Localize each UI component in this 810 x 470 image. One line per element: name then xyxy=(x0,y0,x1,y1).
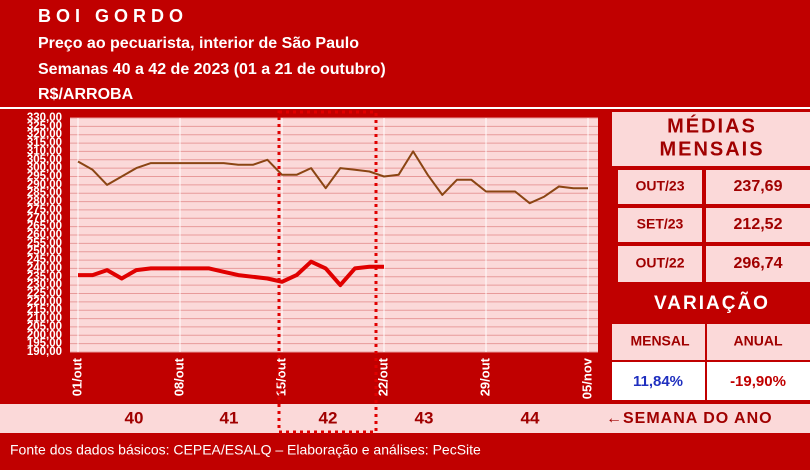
row-value: 212,52 xyxy=(734,216,783,233)
y-tick-label: 305,00 xyxy=(27,154,62,166)
row-value: 237,69 xyxy=(734,178,783,195)
y-tick-label: 285,00 xyxy=(27,187,62,199)
y-tick-label: 195,00 xyxy=(27,338,62,350)
y-tick-label: 215,00 xyxy=(27,304,62,316)
row-label: OUT/23 xyxy=(635,178,684,194)
variation-title: VARIAÇÃO xyxy=(654,292,770,314)
y-tick-label: 230,00 xyxy=(27,279,62,291)
week-label: 44 xyxy=(521,408,540,427)
subtitle: Preço ao pecuarista, interior de São Pau… xyxy=(38,35,359,52)
row-label: OUT/22 xyxy=(635,255,684,271)
period: Semanas 40 a 42 de 2023 (01 a 21 de outu… xyxy=(38,61,386,78)
row-value: 296,74 xyxy=(734,255,783,272)
y-tick-label: 310,00 xyxy=(27,145,62,157)
week-label: 42 xyxy=(319,408,338,427)
x-tick-label: 22/out xyxy=(375,357,390,396)
y-tick-label: 295,00 xyxy=(27,171,62,183)
y-tick-label: 255,00 xyxy=(27,237,62,249)
panel-title: MÉDIAS xyxy=(667,114,757,137)
y-tick-label: 320,00 xyxy=(27,129,62,141)
unit: R$/ARROBA xyxy=(38,86,134,103)
y-tick-label: 220,00 xyxy=(27,296,62,308)
y-tick-label: 210,00 xyxy=(27,313,62,325)
y-tick-label: 190,00 xyxy=(27,346,62,358)
series-line xyxy=(78,259,384,288)
y-tick-label: 260,00 xyxy=(27,229,62,241)
week-label: 40 xyxy=(125,408,144,427)
panel-title: MENSAIS xyxy=(659,138,764,160)
week-band xyxy=(0,404,810,433)
row-label: SET/23 xyxy=(637,216,684,232)
series-line xyxy=(77,150,588,205)
monthly-change: 11,84% xyxy=(633,373,683,390)
y-tick-label: 325,00 xyxy=(27,120,62,132)
column-label: MENSAL xyxy=(630,333,690,349)
week-label: 43 xyxy=(415,408,434,427)
y-tick-label: 270,00 xyxy=(27,212,62,224)
y-tick-label: 245,00 xyxy=(27,254,62,266)
y-tick-label: 205,00 xyxy=(27,321,62,333)
y-tick-label: 225,00 xyxy=(27,288,62,300)
y-tick-label: 275,00 xyxy=(27,204,62,216)
y-tick-label: 200,00 xyxy=(27,329,62,341)
y-tick-label: 315,00 xyxy=(27,137,62,149)
y-tick-label: 290,00 xyxy=(27,179,62,191)
week-caption: ←SEMANA DO ANO xyxy=(606,410,773,427)
highlight-box xyxy=(277,110,378,434)
y-tick-label: 300,00 xyxy=(27,162,62,174)
x-tick-label: 29/out xyxy=(477,357,492,396)
column-label: ANUAL xyxy=(734,333,783,349)
y-tick-label: 235,00 xyxy=(27,271,62,283)
footer: Fonte dos dados básicos: CEPEA/ESALQ – E… xyxy=(10,442,481,458)
title: BOI GORDO xyxy=(38,6,188,26)
x-tick-label: 01/out xyxy=(69,357,84,396)
x-tick-label: 15/out xyxy=(273,357,288,396)
x-tick-label: 08/out xyxy=(171,357,186,396)
y-tick-label: 250,00 xyxy=(27,246,62,258)
side-panel: MÉDIAS MENSAIS OUT/23 237,69 SET/23 212,… xyxy=(612,112,810,400)
y-tick-label: 265,00 xyxy=(27,221,62,233)
x-tick-label: 05/nov xyxy=(579,357,594,399)
annual-change: -19,90% xyxy=(730,373,786,390)
y-tick-label: 280,00 xyxy=(27,196,62,208)
y-tick-label: 240,00 xyxy=(27,262,62,274)
y-tick-label: 330,00 xyxy=(27,112,62,124)
week-label: 41 xyxy=(220,408,239,427)
